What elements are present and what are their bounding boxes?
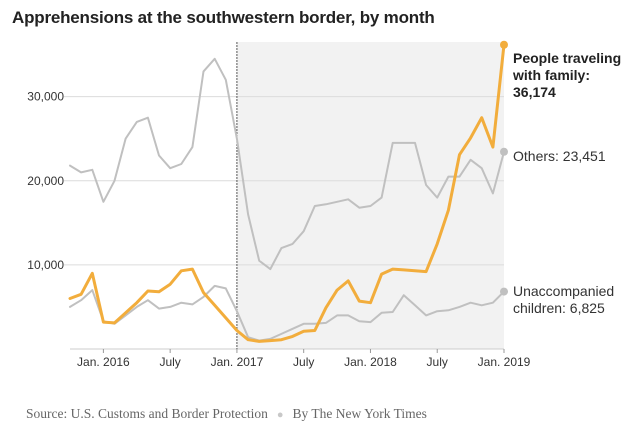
series-line-unaccompanied-children bbox=[69, 284, 505, 342]
y-axis: 10,000 20,000 30,000 bbox=[27, 90, 64, 272]
children-label-line-2: children: 6,825 bbox=[513, 300, 605, 316]
end-points bbox=[500, 40, 508, 296]
children-label-line-1: Unaccompanied bbox=[513, 283, 614, 299]
shaded-period bbox=[236, 42, 504, 349]
chart-title: Apprehensions at the southwestern border… bbox=[12, 8, 435, 27]
x-tick-label: Jan. 2019 bbox=[478, 355, 531, 369]
separator-dot: ● bbox=[276, 409, 284, 421]
end-point-others bbox=[500, 147, 508, 156]
byline: By The New York Times bbox=[292, 406, 427, 421]
y-tick-label: 20,000 bbox=[27, 174, 64, 188]
grid-lines bbox=[64, 96, 504, 350]
others-label: Others: 23,451 bbox=[513, 148, 606, 164]
series-lines bbox=[68, 43, 506, 343]
x-tick-label: July bbox=[427, 355, 448, 369]
series-line-people-traveling-with-family bbox=[68, 43, 506, 343]
y-tick-label: 30,000 bbox=[27, 90, 64, 104]
x-axis: Jan. 2016 July Jan. 2017 July Jan. 2018 July J… bbox=[77, 349, 531, 369]
family-label-line-2: with family: bbox=[512, 67, 590, 83]
x-tick-label: Jan. 2016 bbox=[77, 355, 130, 369]
x-tick-label: July bbox=[293, 355, 314, 369]
children-annotation: Unaccompanied children: 6,825 bbox=[513, 283, 614, 316]
x-tick-label: July bbox=[159, 355, 180, 369]
x-tick-label: Jan. 2017 bbox=[211, 355, 264, 369]
end-point-unaccompanied-children bbox=[500, 287, 508, 296]
footer: Source: U.S. Customs and Border Protecti… bbox=[26, 406, 427, 422]
series-line-others bbox=[69, 57, 505, 271]
family-annotation: People traveling with family: 36,174 bbox=[512, 50, 621, 100]
y-tick-label: 10,000 bbox=[27, 258, 64, 272]
x-tick-label: Jan. 2018 bbox=[344, 355, 397, 369]
source-note: Source: U.S. Customs and Border Protecti… bbox=[26, 406, 268, 421]
family-label-line-1: People traveling bbox=[513, 50, 621, 66]
family-label-value: 36,174 bbox=[513, 84, 556, 100]
end-point-people-traveling-with-family bbox=[500, 40, 508, 49]
